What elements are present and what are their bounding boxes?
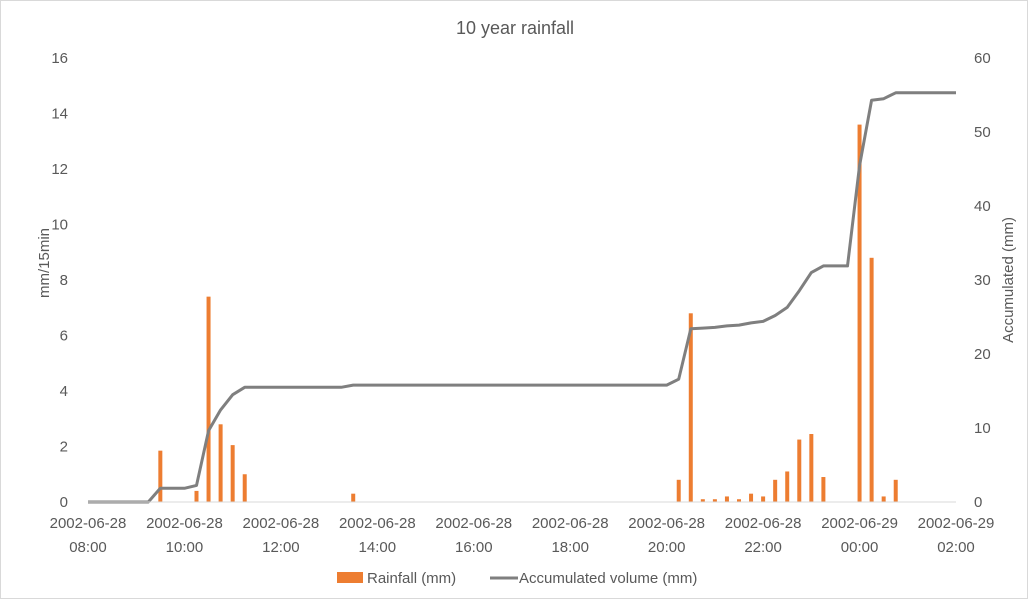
y-tick-label: 2 bbox=[60, 439, 68, 456]
x-tick-time: 08:00 bbox=[69, 539, 107, 556]
rainfall-bars bbox=[158, 124, 898, 502]
y-axis-right: 0 10 20 30 40 50 60 bbox=[974, 50, 991, 511]
x-tick-time: 10:00 bbox=[166, 539, 204, 556]
x-tick-time: 02:00 bbox=[937, 539, 975, 556]
rainfall-bar bbox=[857, 124, 862, 502]
y-tick-label: 14 bbox=[51, 106, 68, 123]
y2-tick-label: 20 bbox=[974, 346, 991, 363]
x-tick-time: 16:00 bbox=[455, 539, 493, 556]
rainfall-bar bbox=[351, 493, 356, 502]
rainfall-bar bbox=[724, 496, 729, 502]
rainfall-bar bbox=[700, 499, 705, 502]
rainfall-bar bbox=[821, 477, 826, 502]
y-tick-label: 4 bbox=[60, 383, 68, 400]
rainfall-bar bbox=[242, 474, 247, 502]
legend: Rainfall (mm) Accumulated volume (mm) bbox=[337, 570, 697, 587]
y2-tick-label: 30 bbox=[974, 272, 991, 289]
rainfall-bar bbox=[773, 479, 778, 502]
rainfall-bar bbox=[893, 479, 898, 502]
y2-tick-label: 0 bbox=[974, 494, 982, 511]
rainfall-bar bbox=[785, 471, 790, 502]
x-tick-date: 2002-06-28 bbox=[50, 515, 127, 532]
rainfall-bar bbox=[688, 313, 693, 502]
y2-tick-label: 50 bbox=[974, 124, 991, 141]
x-tick-date: 2002-06-28 bbox=[628, 515, 705, 532]
x-axis: 2002-06-28 08:00 2002-06-28 10:00 2002-06-28… bbox=[50, 515, 995, 556]
rainfall-bar bbox=[881, 496, 886, 502]
x-tick-time: 12:00 bbox=[262, 539, 300, 556]
y-tick-label: 6 bbox=[60, 328, 68, 345]
y-axis-left: 0 2 4 6 8 10 12 14 16 bbox=[51, 50, 68, 511]
x-tick-time: 14:00 bbox=[359, 539, 397, 556]
rainfall-bar bbox=[206, 296, 211, 502]
rainfall-bar bbox=[712, 499, 717, 502]
y-tick-label: 16 bbox=[51, 50, 68, 67]
legend-swatch-rainfall bbox=[337, 572, 363, 583]
rainfall-bar bbox=[194, 490, 199, 502]
accumulated-volume-line bbox=[88, 91, 956, 504]
y-tick-label: 0 bbox=[60, 494, 68, 511]
y-tick-label: 12 bbox=[51, 161, 68, 178]
x-tick-date: 2002-06-29 bbox=[821, 515, 898, 532]
y-axis-label: mm/15min bbox=[36, 228, 53, 298]
legend-label-rainfall: Rainfall (mm) bbox=[367, 570, 456, 587]
x-tick-time: 00:00 bbox=[841, 539, 879, 556]
rainfall-bar bbox=[809, 434, 814, 502]
rainfall-bar bbox=[869, 257, 874, 502]
rainfall-bar bbox=[218, 424, 223, 502]
y2-tick-label: 10 bbox=[974, 420, 991, 437]
chart-title: 10 year rainfall bbox=[456, 18, 574, 38]
x-tick-time: 18:00 bbox=[551, 539, 589, 556]
rainfall-bar bbox=[749, 493, 754, 502]
x-tick-date: 2002-06-28 bbox=[339, 515, 416, 532]
rainfall-bar bbox=[797, 439, 802, 502]
legend-label-accumulated: Accumulated volume (mm) bbox=[519, 570, 697, 587]
y2-tick-label: 60 bbox=[974, 50, 991, 67]
rainfall-bar bbox=[158, 450, 163, 502]
x-tick-time: 20:00 bbox=[648, 539, 686, 556]
x-tick-date: 2002-06-28 bbox=[532, 515, 609, 532]
rainfall-bar bbox=[737, 499, 741, 502]
x-tick-date: 2002-06-28 bbox=[435, 515, 512, 532]
y-tick-label: 10 bbox=[51, 217, 68, 234]
x-tick-date: 2002-06-28 bbox=[243, 515, 320, 532]
x-tick-time: 22:00 bbox=[744, 539, 782, 556]
y2-axis-label: Accumulated (mm) bbox=[1000, 217, 1017, 343]
rainfall-bar bbox=[230, 445, 235, 502]
x-tick-date: 2002-06-28 bbox=[146, 515, 223, 532]
y-tick-label: 8 bbox=[60, 272, 68, 289]
rainfall-bar bbox=[761, 496, 766, 502]
rainfall-bar bbox=[676, 479, 681, 502]
y2-tick-label: 40 bbox=[974, 198, 991, 215]
x-tick-date: 2002-06-28 bbox=[725, 515, 802, 532]
x-tick-date: 2002-06-29 bbox=[918, 515, 995, 532]
